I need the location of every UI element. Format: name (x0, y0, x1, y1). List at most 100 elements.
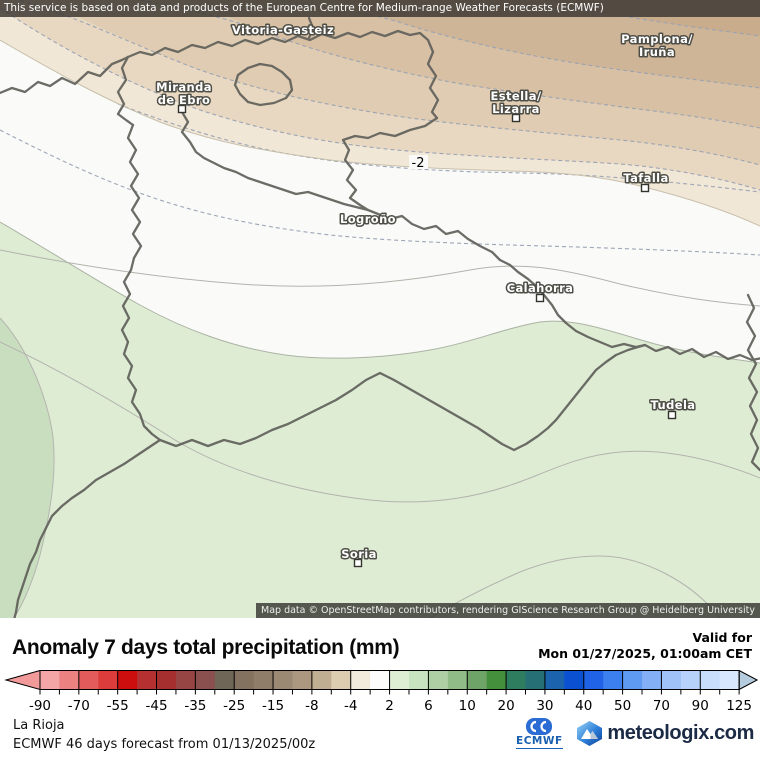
region-info: La Rioja ECMWF 46 days forecast from 01/… (13, 716, 315, 754)
meteologix-logo: meteologix.com (576, 720, 754, 747)
legend-cell (486, 670, 507, 690)
legend-cell (603, 670, 624, 690)
forecast-info: ECMWF 46 days forecast from 01/13/2025/0… (13, 737, 316, 752)
legend-cell (117, 670, 138, 690)
meteologix-logo-icon (577, 721, 603, 746)
page-title: Anomaly 7 days total precipitation (mm) (12, 636, 400, 659)
service-notice-text: This service is based on data and produc… (4, 2, 604, 14)
contour-line-green-edge (0, 317, 55, 618)
map-band-green-dark (0, 318, 55, 618)
legend-cell (661, 670, 682, 690)
valid-for-label: Valid for (692, 630, 753, 645)
legend-cell (214, 670, 235, 690)
legend-cell (78, 670, 99, 690)
marker-miranda-de-ebro (177, 104, 187, 114)
legend-cell (292, 670, 313, 690)
marker-estella-lizarra (511, 113, 521, 123)
legend-tick-label: 50 (614, 698, 631, 714)
legend-cell (506, 670, 526, 690)
ecmwf-logo-icon (526, 718, 553, 735)
legend-cell (428, 670, 449, 690)
city-label-miranda-2: de Ebro (158, 93, 211, 107)
city-label-estella-2: Lizarra (492, 102, 540, 116)
legend-cell (370, 670, 391, 690)
city-label-soria: Soria (341, 547, 377, 561)
legend-cell (273, 670, 293, 690)
legend-cell (544, 670, 565, 690)
legend-tick-label: 30 (536, 698, 553, 714)
city-label-logrono: Logroño (340, 212, 396, 226)
legend-tick-label: -45 (145, 698, 167, 714)
legend-tick-label: 90 (692, 698, 709, 714)
legend-tick-label: 125 (726, 698, 752, 714)
legend-cell (525, 670, 546, 690)
meteologix-logo-text: meteologix.com (607, 722, 754, 744)
legend-tick-label: -4 (344, 698, 357, 714)
legend-cell (175, 670, 196, 690)
legend-tick-label: 10 (459, 698, 476, 714)
city-label-calahorra: Calahorra (507, 281, 574, 295)
legend-cell (137, 670, 158, 690)
legend-tick-label: 20 (497, 698, 514, 714)
legend-tick-label: 40 (575, 698, 592, 714)
legend-cell (40, 670, 60, 690)
legend-cell (234, 670, 255, 690)
legend-cell (195, 670, 216, 690)
city-label-pamplona-2: Iruña (639, 45, 675, 59)
city-label-vitoria: Vitoria-Gasteiz (232, 23, 334, 37)
marker-soria (353, 558, 363, 568)
legend-cell (311, 670, 332, 690)
city-label-miranda-1: Miranda (156, 80, 212, 94)
legend-svg: -90 -70 -55 -45 -35 -25 -15 -8 -4 2 6 10 20 30 40 50 70 9… (4, 669, 759, 714)
valid-datetime: Mon 01/27/2025, 01:00am CET (538, 646, 752, 661)
legend-tick-label: -25 (223, 698, 245, 714)
legend-tick-label: -15 (262, 698, 284, 714)
legend-cell (156, 670, 177, 690)
legend-arrow-left (4, 669, 41, 691)
color-scale-legend: -90 -70 -55 -45 -35 -25 -15 -8 -4 2 6 10 20 30 40 50 70 9… (0, 669, 760, 720)
legend-cell (447, 670, 468, 690)
weather-map[interactable]: -2 Vitoria-Gasteiz Pamplona/ Iruña Miran… (0, 0, 760, 618)
legend-cell (583, 670, 604, 690)
legend-arrow-right (738, 669, 759, 691)
legend-cell (622, 670, 643, 690)
legend-cell (719, 670, 740, 690)
city-label-estella-1: Estella/ (490, 89, 541, 103)
legend-cell (331, 670, 352, 690)
svg-text:-2: -2 (412, 156, 425, 171)
map-attribution-text: Map data © OpenStreetMap contributors, r… (261, 605, 755, 616)
valid-time-block: Valid for Mon 01/27/2025, 01:00am CET (538, 630, 752, 662)
contour-value-label: -2 (409, 155, 428, 171)
province-borders (0, 16, 760, 618)
ecmwf-logo: ECMWF (514, 718, 564, 749)
info-panel: Anomaly 7 days total precipitation (mm) … (0, 618, 760, 760)
legend-tick-label: 6 (424, 698, 433, 714)
marker-tafalla (640, 183, 650, 193)
marker-calahorra (535, 293, 545, 303)
legend-cell (467, 670, 488, 690)
map-attribution: Map data © OpenStreetMap contributors, r… (256, 603, 760, 618)
ecmwf-logo-text: ECMWF (516, 735, 563, 749)
legend-cell (350, 670, 371, 690)
city-labels: Vitoria-Gasteiz Pamplona/ Iruña Miranda … (155, 22, 697, 563)
legend-cell (700, 670, 721, 690)
city-label-tafalla: Tafalla (623, 171, 668, 185)
legend-cell (408, 670, 429, 690)
legend-tick-label: -35 (184, 698, 206, 714)
legend-cell (59, 670, 80, 690)
legend-tick-label: -55 (107, 698, 129, 714)
legend-tick-label: -8 (305, 698, 318, 714)
map-band-tan-2 (240, 0, 760, 88)
legend-tick-label: 2 (385, 698, 394, 714)
city-label-pamplona-1: Pamplona/ (621, 32, 693, 46)
map-canvas: -2 Vitoria-Gasteiz Pamplona/ Iruña Miran… (0, 0, 760, 618)
legend-cell (680, 670, 701, 690)
legend-tick-label: -70 (68, 698, 90, 714)
legend-tick-label: -90 (29, 698, 51, 714)
legend-cell (253, 670, 274, 690)
city-label-tudela: Tudela (651, 398, 696, 412)
service-notice-bar: This service is based on data and produc… (0, 0, 760, 17)
legend-cell (98, 670, 119, 690)
legend-cell (564, 670, 585, 690)
